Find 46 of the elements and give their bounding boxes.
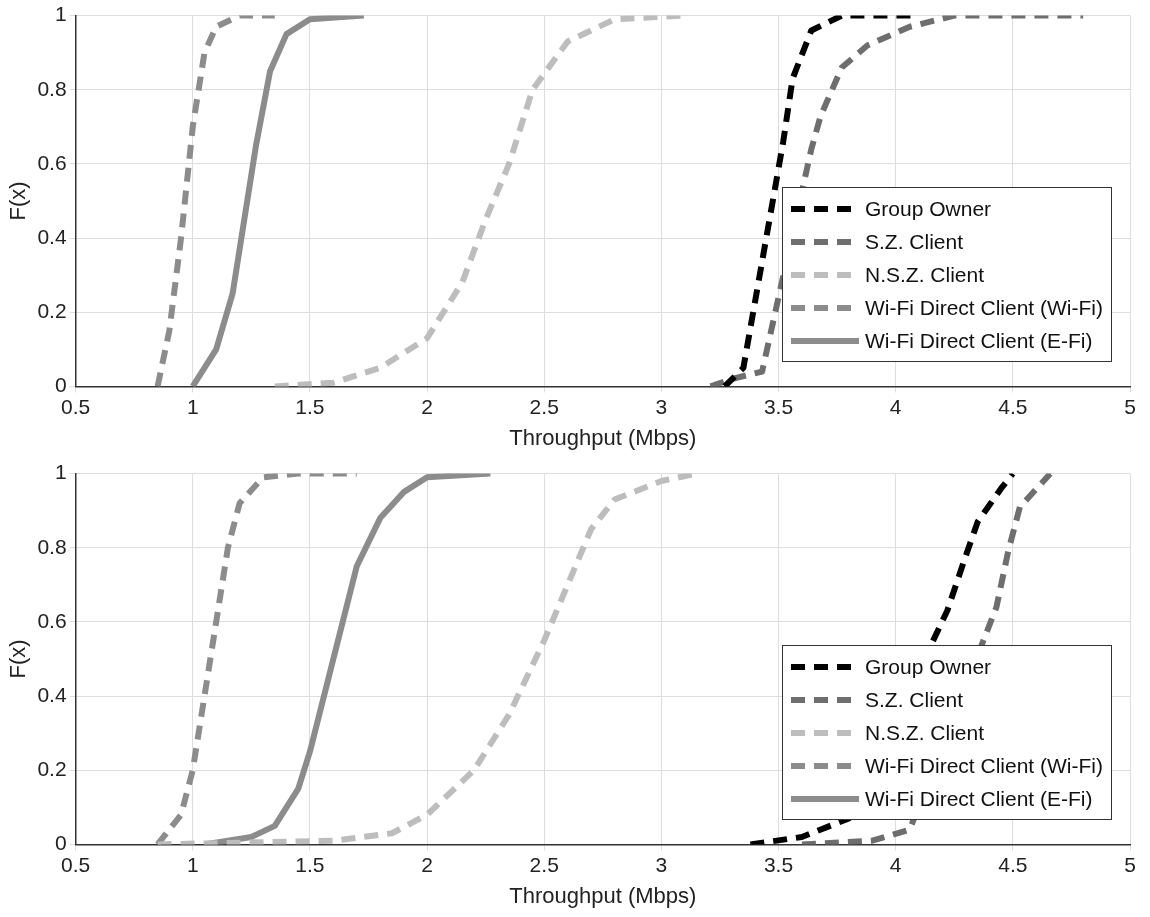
x-tick-label: 2.5	[529, 852, 559, 876]
legend-label: Group Owner	[865, 654, 992, 679]
x-axis-title: Throughput (Mbps)	[509, 424, 697, 450]
x-tick-label: 1	[186, 852, 199, 876]
x-tick-label: 4.5	[998, 394, 1028, 418]
y-tick-label: 1	[54, 460, 67, 484]
x-tick-label: 1.5	[295, 394, 325, 418]
y-axis-title: F(x)	[5, 181, 31, 221]
legend-label: Wi-Fi Direct Client (Wi-Fi)	[865, 753, 1103, 778]
x-tick-label: 5	[1124, 394, 1136, 418]
y-tick-label: 0	[54, 831, 67, 855]
x-tick-label: 3.5	[763, 852, 794, 876]
y-tick-label: 0.6	[37, 608, 67, 632]
y-axis-title: F(x)	[5, 639, 31, 679]
x-tick-label: 1	[186, 394, 199, 418]
y-tick-label: 0.4	[37, 224, 67, 248]
legend-label: Group Owner	[865, 196, 992, 221]
x-tick-label: 4	[889, 852, 902, 876]
legend-label: N.S.Z. Client	[865, 262, 985, 287]
x-tick-label: 4	[889, 394, 902, 418]
y-tick-label: 0.4	[37, 682, 67, 706]
legend-label: Wi-Fi Direct Client (E-Fi)	[865, 786, 1093, 811]
x-tick-label: 2	[421, 394, 433, 418]
legend-label: Wi-Fi Direct Client (Wi-Fi)	[865, 295, 1103, 320]
y-tick-label: 0	[54, 373, 67, 397]
legend-label: S.Z. Client	[865, 687, 964, 712]
x-tick-label: 3.5	[763, 394, 794, 418]
legend-label: S.Z. Client	[865, 229, 964, 254]
x-tick-label: 3	[655, 852, 668, 876]
y-tick-label: 0.8	[37, 76, 67, 100]
x-tick-label: 0.5	[60, 852, 91, 876]
y-tick-label: 0.6	[37, 150, 67, 174]
y-tick-label: 0.2	[37, 757, 67, 781]
y-tick-label: 0.2	[37, 299, 67, 323]
y-tick-label: 0.8	[37, 534, 67, 558]
y-tick-label: 1	[54, 2, 67, 26]
legend-label: N.S.Z. Client	[865, 720, 985, 745]
x-tick-label: 5	[1124, 852, 1136, 876]
x-tick-label: 3	[655, 394, 668, 418]
x-tick-label: 2	[421, 852, 433, 876]
x-tick-label: 1.5	[295, 852, 325, 876]
legend-label: Wi-Fi Direct Client (E-Fi)	[865, 328, 1093, 353]
x-tick-label: 4.5	[998, 852, 1028, 876]
x-tick-label: 0.5	[60, 394, 91, 418]
x-tick-label: 2.5	[529, 394, 559, 418]
x-axis-title: Throughput (Mbps)	[509, 882, 697, 908]
